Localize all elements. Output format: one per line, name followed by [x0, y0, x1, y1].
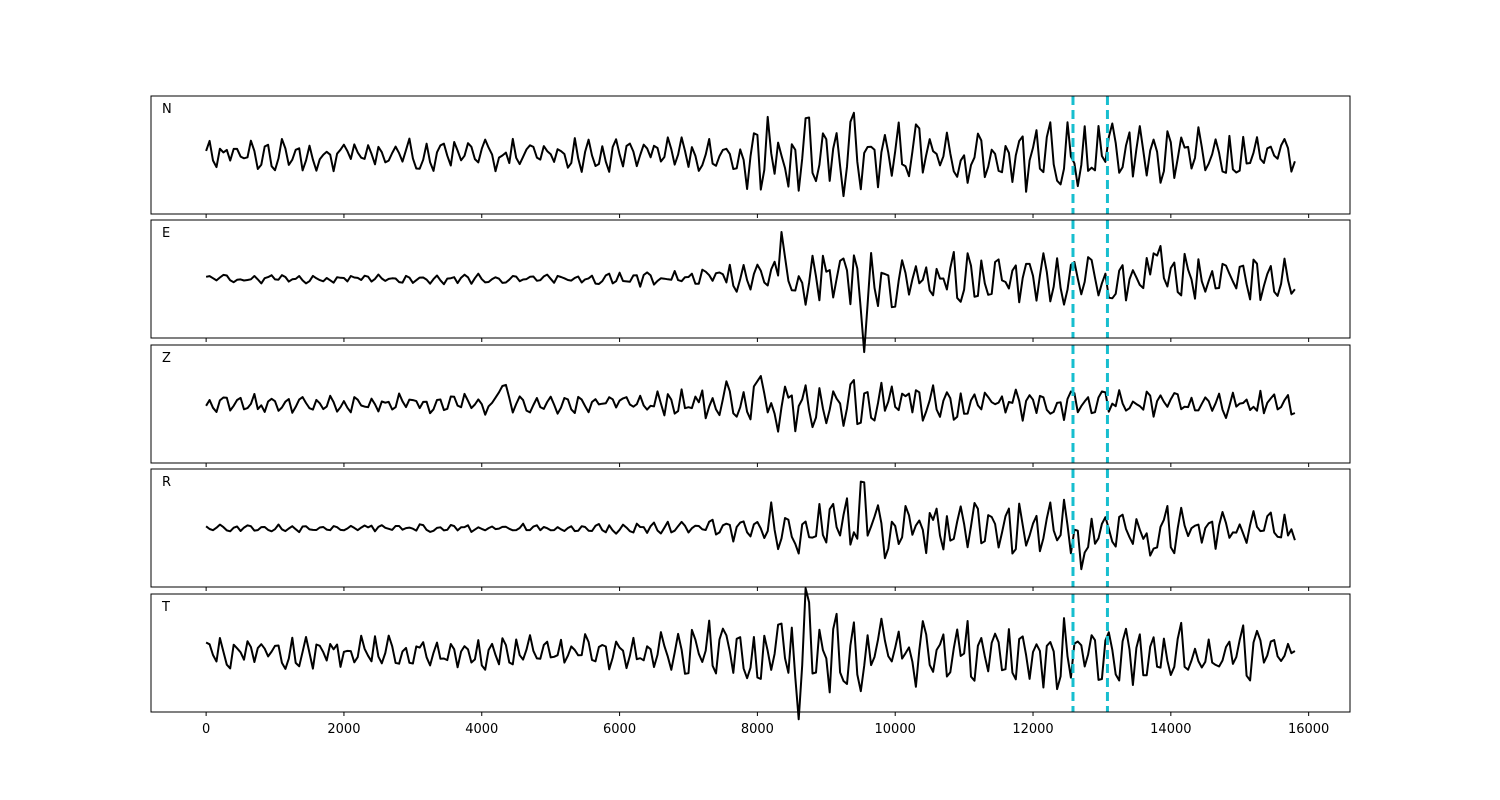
panel-r: R — [150, 468, 1351, 591]
trace-n — [205, 111, 1296, 198]
trace-r — [205, 480, 1296, 571]
panel-frame-t — [150, 593, 1351, 713]
x-tick-label: 0 — [202, 722, 210, 737]
panel-e: E — [150, 219, 1351, 354]
x-tick-label: 16000 — [1288, 722, 1329, 737]
x-tick-label: 4000 — [465, 722, 498, 737]
panel-frame-n — [150, 95, 1351, 215]
x-tick-label: 12000 — [1012, 722, 1053, 737]
panel-z: Z — [150, 344, 1351, 467]
channel-label-e: E — [162, 226, 170, 241]
panel-t: T — [150, 587, 1351, 721]
channel-label-r: R — [162, 475, 171, 490]
channel-label-n: N — [162, 102, 172, 117]
x-tick-label: 6000 — [603, 722, 636, 737]
panel-frame-r — [150, 468, 1351, 588]
panel-frame-z — [150, 344, 1351, 464]
panels-group: N E Z R T — [150, 95, 1351, 721]
x-tick-label: 2000 — [327, 722, 360, 737]
panel-n: N — [150, 95, 1351, 218]
channel-label-t: T — [161, 600, 170, 615]
panel-frame-e — [150, 219, 1351, 339]
trace-z — [205, 375, 1296, 433]
x-tick-label: 8000 — [741, 722, 774, 737]
channel-label-z: Z — [162, 351, 171, 366]
x-tick-label: 10000 — [875, 722, 916, 737]
trace-t — [205, 587, 1296, 721]
x-tick-label: 14000 — [1150, 722, 1191, 737]
trace-e — [205, 231, 1296, 354]
x-axis: 0 2000 4000 6000 8000 10000 12000 14000 16000 — [202, 722, 1329, 737]
